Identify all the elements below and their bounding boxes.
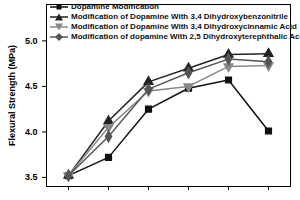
html-text:Dopamine Modification: Dopamine Modification (71, 2, 159, 11)
svg-text:Flexural Strength (MPa): Flexural Strength (MPa) (7, 45, 17, 146)
svg-text:5.0: 5.0 (25, 36, 38, 46)
html-text:Modification of Dopamine With: Modification of Dopamine With 3,4 Dihydr… (71, 12, 288, 21)
svg-text:3.5: 3.5 (25, 172, 38, 182)
svg-text:4.5: 4.5 (25, 81, 38, 91)
svg-text:4.0: 4.0 (25, 127, 38, 137)
html-text:Modification of Dopamine With: Modification of Dopamine With 3,4 Dihydr… (71, 22, 297, 31)
